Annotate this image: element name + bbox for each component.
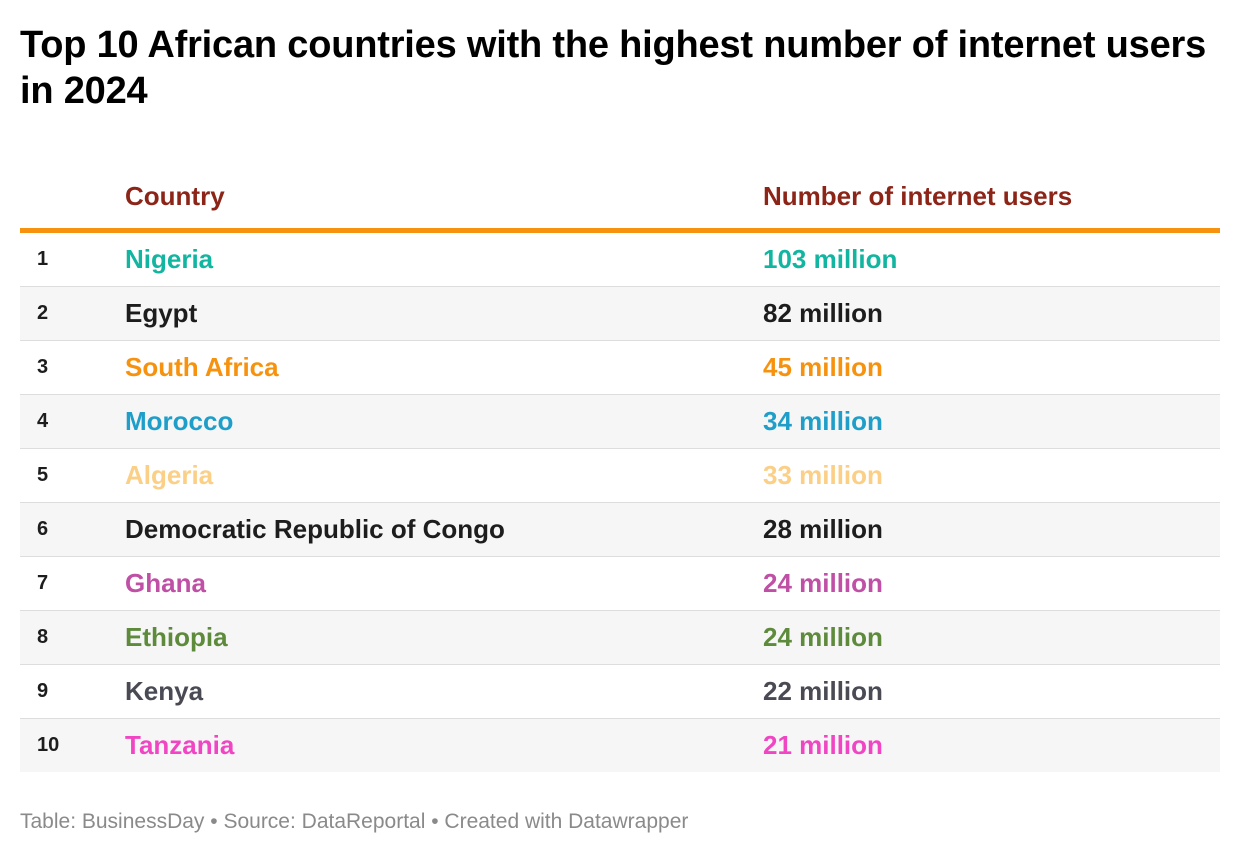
- rank-cell: 4: [20, 394, 125, 449]
- users-cell: 24 million: [763, 556, 1220, 611]
- country-cell: Algeria: [125, 448, 763, 503]
- chart-title: Top 10 African countries with the highes…: [20, 24, 1207, 112]
- table-row: 7 Ghana 24 million: [20, 556, 1220, 611]
- rank-cell: 2: [20, 286, 125, 341]
- country-cell: Tanzania: [125, 718, 763, 772]
- table-row: 8 Ethiopia 24 million: [20, 610, 1220, 665]
- rank-cell: 1: [20, 230, 125, 287]
- table-row: 1 Nigeria 103 million: [20, 230, 1220, 287]
- table-row: 2 Egypt 82 million: [20, 286, 1220, 341]
- table-row: 9 Kenya 22 million: [20, 664, 1220, 719]
- rank-cell: 3: [20, 340, 125, 395]
- country-cell: Morocco: [125, 394, 763, 449]
- column-header-country: Country: [125, 164, 763, 233]
- table-row: 6 Democratic Republic of Congo 28 million: [20, 502, 1220, 557]
- table-header-row: Country Number of internet users: [20, 164, 1220, 233]
- users-cell: 33 million: [763, 448, 1220, 503]
- users-cell: 34 million: [763, 394, 1220, 449]
- rank-cell: 9: [20, 664, 125, 719]
- column-header-rank: [20, 164, 125, 233]
- rank-cell: 7: [20, 556, 125, 611]
- users-cell: 82 million: [763, 286, 1220, 341]
- rank-cell: 6: [20, 502, 125, 557]
- country-cell: Democratic Republic of Congo: [125, 502, 763, 557]
- country-cell: Nigeria: [125, 230, 763, 287]
- rank-cell: 10: [20, 718, 125, 772]
- country-cell: Ethiopia: [125, 610, 763, 665]
- chart-container: Top 10 African countries with the highes…: [20, 0, 1220, 833]
- table-row: 4 Morocco 34 million: [20, 394, 1220, 449]
- users-cell: 21 million: [763, 718, 1220, 772]
- country-cell: Ghana: [125, 556, 763, 611]
- users-cell: 45 million: [763, 340, 1220, 395]
- rank-cell: 5: [20, 448, 125, 503]
- table-body: 1 Nigeria 103 million 2 Egypt 82 million 3 Sout…: [20, 230, 1220, 772]
- users-cell: 103 million: [763, 230, 1220, 287]
- country-cell: South Africa: [125, 340, 763, 395]
- rank-cell: 8: [20, 610, 125, 665]
- table-row: 5 Algeria 33 million: [20, 448, 1220, 503]
- country-cell: Kenya: [125, 664, 763, 719]
- data-table: Country Number of internet users 1 Nigeri…: [20, 164, 1220, 772]
- users-cell: 28 million: [763, 502, 1220, 557]
- table-row: 10 Tanzania 21 million: [20, 718, 1220, 772]
- table-row: 3 South Africa 45 million: [20, 340, 1220, 395]
- column-header-users: Number of internet users: [763, 164, 1220, 233]
- users-cell: 24 million: [763, 610, 1220, 665]
- country-cell: Egypt: [125, 286, 763, 341]
- chart-footer: Table: BusinessDay • Source: DataReporta…: [20, 810, 689, 833]
- users-cell: 22 million: [763, 664, 1220, 719]
